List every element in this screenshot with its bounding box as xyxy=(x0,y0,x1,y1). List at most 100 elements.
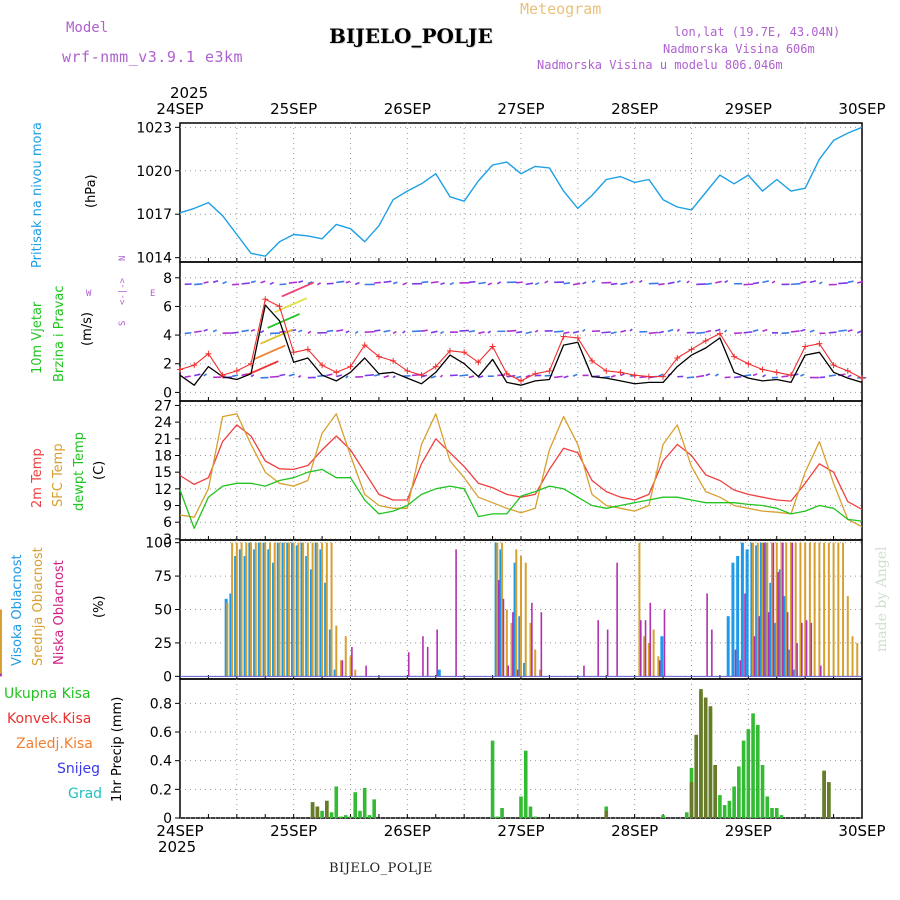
wind-direction-arrow xyxy=(714,373,719,377)
cloud-low-bar xyxy=(810,622,813,677)
wind-direction-arrow xyxy=(696,331,706,335)
wind-gust-marker xyxy=(560,333,567,340)
wind-gust-marker xyxy=(446,347,453,354)
wind-direction-arrow xyxy=(184,375,191,378)
wind-direction-arrow xyxy=(336,329,344,332)
wind-gust-marker xyxy=(859,375,865,382)
cloud-mid-bar xyxy=(856,642,859,677)
y-tick-label: 0.8 xyxy=(150,696,172,712)
cloud-low-bar xyxy=(772,542,775,677)
wind-direction-arrow xyxy=(516,375,522,379)
x-day-label-bottom: 28SEP xyxy=(611,822,658,840)
cloud-high-bar xyxy=(248,542,252,677)
cloud-low-bar xyxy=(512,612,514,677)
cloud-mid-bar xyxy=(278,542,281,677)
cloud-mid-bar xyxy=(335,625,338,677)
cloud-high-bar xyxy=(305,556,309,677)
cloud-mid-bar xyxy=(292,542,295,677)
wind-gust-marker xyxy=(773,369,780,376)
wind-gust-marker xyxy=(787,372,794,379)
wind-direction-arrow xyxy=(496,281,502,285)
cloud-high-bar xyxy=(755,545,759,677)
wind-direction-arrow xyxy=(354,330,359,335)
cloud-low-bar xyxy=(739,660,742,677)
cloud-mid-bar xyxy=(344,636,347,677)
wind-direction-arrow xyxy=(734,375,742,379)
wind-direction-arrow xyxy=(705,282,712,286)
wind-direction-arrow xyxy=(421,374,427,378)
precip-conv-bar xyxy=(708,706,713,818)
precip-total-bar xyxy=(329,812,334,818)
wind-direction-arrow xyxy=(525,374,531,378)
wind-direction-arrow xyxy=(534,282,540,286)
cloud-unit: (%) xyxy=(92,595,107,619)
cloud-mid-bar xyxy=(657,656,660,677)
wind-direction-arrow xyxy=(544,280,549,284)
y-tick-label: 27 xyxy=(154,398,172,414)
wind-direction-arrow xyxy=(752,373,758,377)
wind-direction-arrow xyxy=(610,374,616,378)
cloud-high-bar xyxy=(660,636,664,677)
wind-direction-arrow xyxy=(516,330,523,334)
cloud-low-bar xyxy=(763,542,765,677)
wind-direction-arrow xyxy=(771,280,776,284)
cloud-low-bar xyxy=(597,620,599,677)
cloud-high-bar xyxy=(769,582,773,677)
precip-total-bar xyxy=(770,807,774,818)
cloud-mid-bar xyxy=(321,542,324,677)
cloud-high-bar xyxy=(276,542,280,677)
cloud-high-bar xyxy=(281,542,285,677)
wind-side-label-2: Brzina i Pravac xyxy=(52,285,67,382)
precip-total-bar xyxy=(339,816,343,818)
wind-direction-arrow xyxy=(336,374,343,378)
wind-direction-arrow xyxy=(800,328,806,332)
cloud-low-bar xyxy=(455,549,457,677)
cloud-high-bar xyxy=(494,542,498,677)
wind-gust-marker xyxy=(745,360,752,367)
wind-direction-arrow xyxy=(316,282,322,286)
y-tick-label: 6 xyxy=(163,515,172,531)
precip-conv-bar xyxy=(822,770,826,818)
wind-direction-arrow xyxy=(856,330,862,334)
cloud-mid-bar xyxy=(643,636,646,677)
wind-direction-arrow xyxy=(203,328,208,332)
wind-gust-marker xyxy=(660,373,667,380)
cloud-mid-bar xyxy=(311,542,314,677)
y-tick-label: 0.2 xyxy=(150,782,172,798)
cloud-low-bar xyxy=(0,673,2,677)
wind-direction-arrow xyxy=(288,281,298,284)
cloud-mid-bar xyxy=(827,542,830,677)
cloud-low-bar xyxy=(758,616,761,677)
cloud-mid-bar xyxy=(837,542,840,677)
cloud-mid-bar xyxy=(287,542,290,677)
model-elevation-info: Nadmorska Visina u modelu 806.046m xyxy=(537,58,783,72)
cloud-mid-bar xyxy=(752,542,755,677)
cloud-mid-bar xyxy=(638,542,641,677)
cloud-mid-bar xyxy=(775,542,778,677)
wind-direction-arrow xyxy=(638,279,643,284)
precip-total-bar xyxy=(334,786,339,818)
cloud-mid-bar xyxy=(832,542,835,677)
wind-gust-marker xyxy=(603,367,610,374)
cloud-mid-bar xyxy=(306,542,309,677)
x-day-label-bottom: 29SEP xyxy=(725,822,772,840)
wind-direction-arrow xyxy=(610,282,618,286)
wind-gust-marker xyxy=(830,362,837,369)
wind-direction-arrow xyxy=(439,374,443,378)
y-tick-label: 25 xyxy=(154,636,172,652)
wind-direction-arrow xyxy=(203,373,208,377)
wind-direction-arrow xyxy=(582,328,586,332)
x-day-label-top: 29SEP xyxy=(725,100,772,118)
y-tick-label: 24 xyxy=(154,415,172,431)
cloud-high-bar xyxy=(499,549,503,677)
wind-direction-arrow xyxy=(392,281,398,285)
precip-total-bar xyxy=(684,812,689,818)
wind-gust-marker xyxy=(589,357,596,364)
precip-conv-bar xyxy=(694,734,699,818)
wind-direction-arrow xyxy=(260,330,265,334)
cloud-mid-bar xyxy=(510,622,513,677)
precip-conv-bar xyxy=(325,800,329,818)
precip-total-bar xyxy=(343,815,348,818)
cloud-high-bar xyxy=(253,549,257,677)
